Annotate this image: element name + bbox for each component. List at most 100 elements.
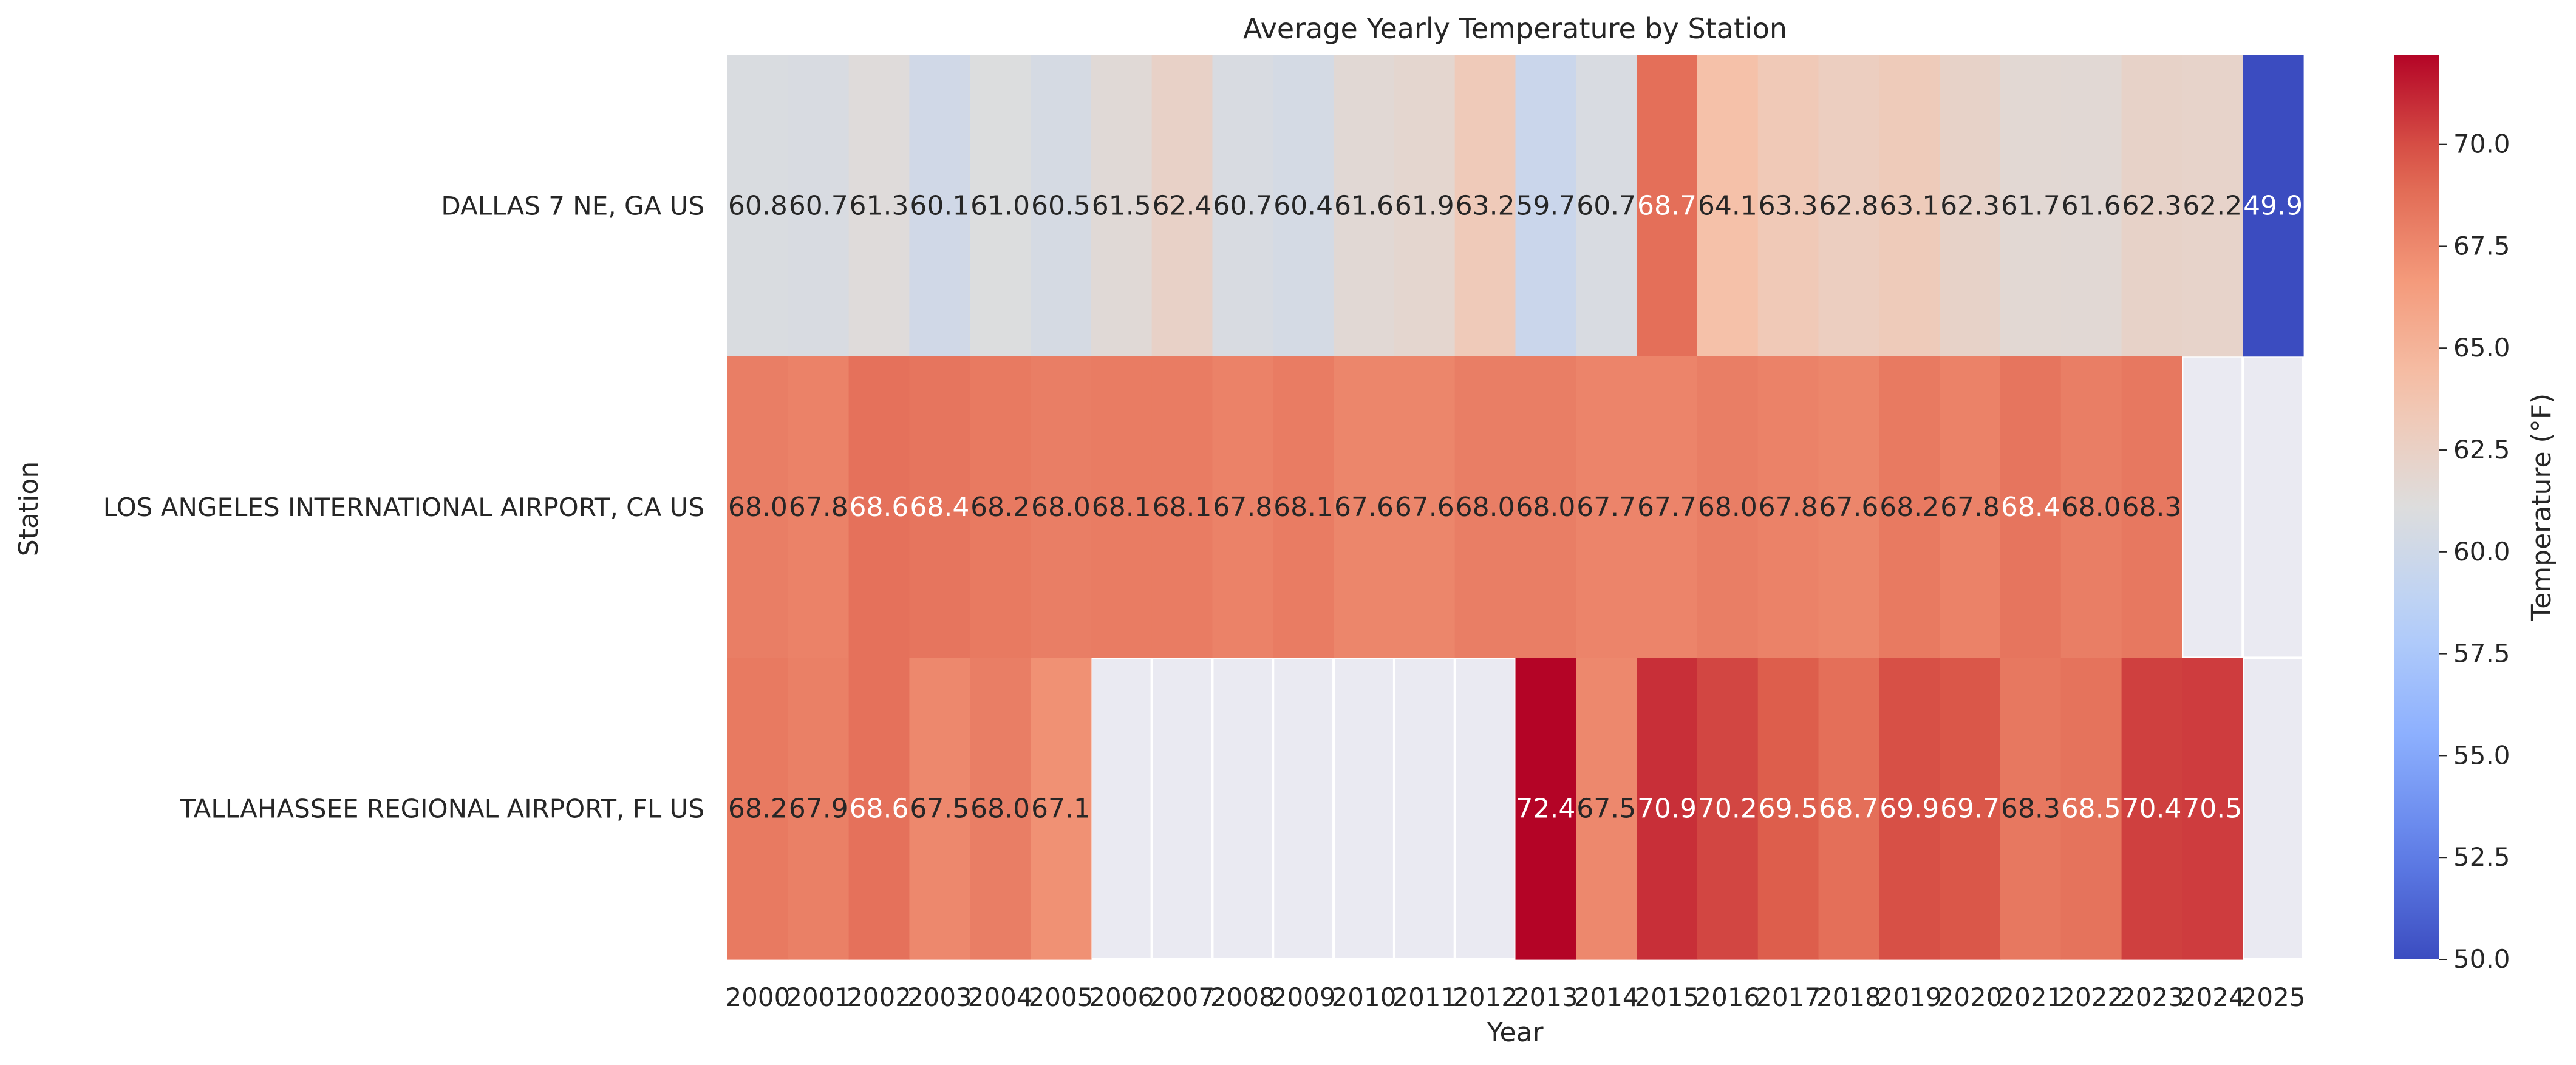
cell-value-label: 68.0 — [970, 794, 1030, 825]
heatmap-cell — [970, 55, 1031, 357]
x-tick-label: 2001 — [786, 982, 851, 1012]
heatmap-cell — [848, 356, 910, 658]
x-tick-label: 2006 — [1089, 982, 1154, 1012]
heatmap-cell — [1031, 658, 1092, 960]
heatmap-cell — [788, 356, 850, 658]
heatmap-cell — [1940, 658, 2001, 960]
x-tick-label: 2016 — [1695, 982, 1760, 1012]
heatmap-cell — [1273, 356, 1334, 658]
cell-value-label: 68.1 — [1273, 492, 1333, 523]
x-tick-label: 2005 — [1028, 982, 1093, 1012]
heatmap-cell — [970, 658, 1031, 960]
heatmap-cell — [1576, 356, 1637, 658]
x-tick-label: 2017 — [1756, 982, 1821, 1012]
heatmap-cell — [909, 356, 970, 658]
heatmap-cell — [727, 55, 789, 357]
cell-value-label: 72.4 — [1516, 794, 1575, 825]
x-tick-label: 2008 — [1210, 982, 1275, 1012]
heatmap-cell — [1334, 55, 1395, 357]
x-tick-label: 2002 — [847, 982, 911, 1012]
cell-value-label: 60.5 — [1031, 190, 1091, 221]
x-tick-label: 2012 — [1453, 982, 1518, 1012]
x-tick-label: 2004 — [968, 982, 1033, 1012]
x-tick-label: 2022 — [2059, 982, 2124, 1012]
cell-value-label: 67.7 — [1576, 492, 1636, 523]
heatmap-cell — [1818, 55, 1879, 357]
cell-value-label: 68.4 — [910, 492, 969, 523]
cell-value-label: 61.0 — [970, 190, 1030, 221]
cell-value-label: 68.3 — [2122, 492, 2181, 523]
cell-value-label: 68.2 — [970, 492, 1030, 523]
colorbar-tick-label: 70.0 — [2453, 129, 2510, 159]
heatmap-cell — [1212, 55, 1273, 357]
colorbar-tick-label: 50.0 — [2453, 944, 2510, 974]
cell-value-label: 68.0 — [2062, 492, 2121, 523]
cell-value-label: 63.1 — [1879, 190, 1939, 221]
heatmap-cell — [727, 658, 789, 960]
cell-value-label: 68.2 — [728, 794, 788, 825]
cell-value-label: 60.4 — [1273, 190, 1333, 221]
heatmap-cell — [1334, 356, 1395, 658]
cell-value-label: 67.8 — [1759, 492, 1818, 523]
cell-value-label: 61.6 — [2062, 190, 2121, 221]
heatmap-cell — [848, 658, 910, 960]
cell-value-label: 70.5 — [2182, 794, 2242, 825]
heatmap-cell — [1818, 356, 1879, 658]
heatmap-cell — [2060, 55, 2122, 357]
heatmap-cell — [1031, 55, 1092, 357]
heatmap-cell — [909, 55, 970, 357]
cell-value-label: 68.4 — [2001, 492, 2060, 523]
cell-value-label: 69.7 — [1940, 794, 2000, 825]
cell-value-label: 67.8 — [789, 492, 848, 523]
colorbar-tick-label: 65.0 — [2453, 333, 2510, 362]
cell-value-label: 67.8 — [1213, 492, 1272, 523]
heatmap-cell — [1757, 356, 1819, 658]
cell-value-label: 61.3 — [850, 190, 909, 221]
cell-value-label: 69.9 — [1879, 794, 1939, 825]
heatmap-cell — [1879, 658, 1940, 960]
colorbar-tick-label: 67.5 — [2453, 231, 2510, 260]
heatmap-cell — [1697, 658, 1759, 960]
heatmap-cell — [1697, 356, 1759, 658]
x-tick-label: 2015 — [1635, 982, 1700, 1012]
cell-value-label: 62.3 — [2122, 190, 2181, 221]
x-axis-label: Year — [1486, 1017, 1544, 1048]
x-tick-label: 2009 — [1271, 982, 1336, 1012]
heatmap-cell — [1576, 55, 1637, 357]
colorbar-tick-label: 57.5 — [2453, 639, 2510, 669]
heatmap-cell — [2182, 55, 2243, 357]
cell-value-label: 59.7 — [1516, 190, 1575, 221]
heatmap-cell — [1757, 55, 1819, 357]
cell-value-label: 70.4 — [2122, 794, 2181, 825]
y-tick-labels: DALLAS 7 NE, GA US LOS ANGELES INTERNATIO… — [103, 191, 704, 823]
cell-value-label: 70.9 — [1637, 794, 1697, 825]
heatmap-cell — [1879, 356, 1940, 658]
x-tick-label: 2013 — [1513, 982, 1578, 1012]
heatmap-cell — [1454, 356, 1516, 658]
heatmap-cell — [1394, 55, 1456, 357]
heatmap-cell — [2060, 356, 2122, 658]
cell-value-label: 67.6 — [1395, 492, 1454, 523]
cell-value-label: 68.0 — [1516, 492, 1575, 523]
cell-value-label: 68.5 — [2062, 794, 2121, 825]
chart-title: Average Yearly Temperature by Station — [1243, 12, 1787, 45]
colorbar-tick-label: 52.5 — [2453, 842, 2510, 872]
heatmap-cell — [1151, 356, 1213, 658]
cell-value-label: 67.6 — [1819, 492, 1878, 523]
heatmap-cell — [2000, 55, 2062, 357]
cell-labels: 60.8 60.7 61.3 60.1 61.0 60.5 61.5 62.4 60.7 60.4… — [728, 190, 2303, 824]
x-tick-label: 2024 — [2180, 982, 2245, 1012]
cell-value-label: 62.3 — [1940, 190, 2000, 221]
x-tick-label: 2021 — [1998, 982, 2063, 1012]
heatmap-cell — [1879, 55, 1940, 357]
x-tick-label: 2010 — [1332, 982, 1397, 1012]
cell-value-label: 68.7 — [1819, 794, 1878, 825]
cell-value-label: 69.5 — [1759, 794, 1818, 825]
x-tick-label: 2023 — [2119, 982, 2184, 1012]
heatmap-cell — [1273, 55, 1334, 357]
heatmap-cell — [1454, 55, 1516, 357]
x-tick-label: 2007 — [1150, 982, 1215, 1012]
cell-value-label: 68.7 — [1637, 190, 1697, 221]
heatmap-cell — [2121, 658, 2182, 960]
colorbar — [2394, 55, 2439, 959]
